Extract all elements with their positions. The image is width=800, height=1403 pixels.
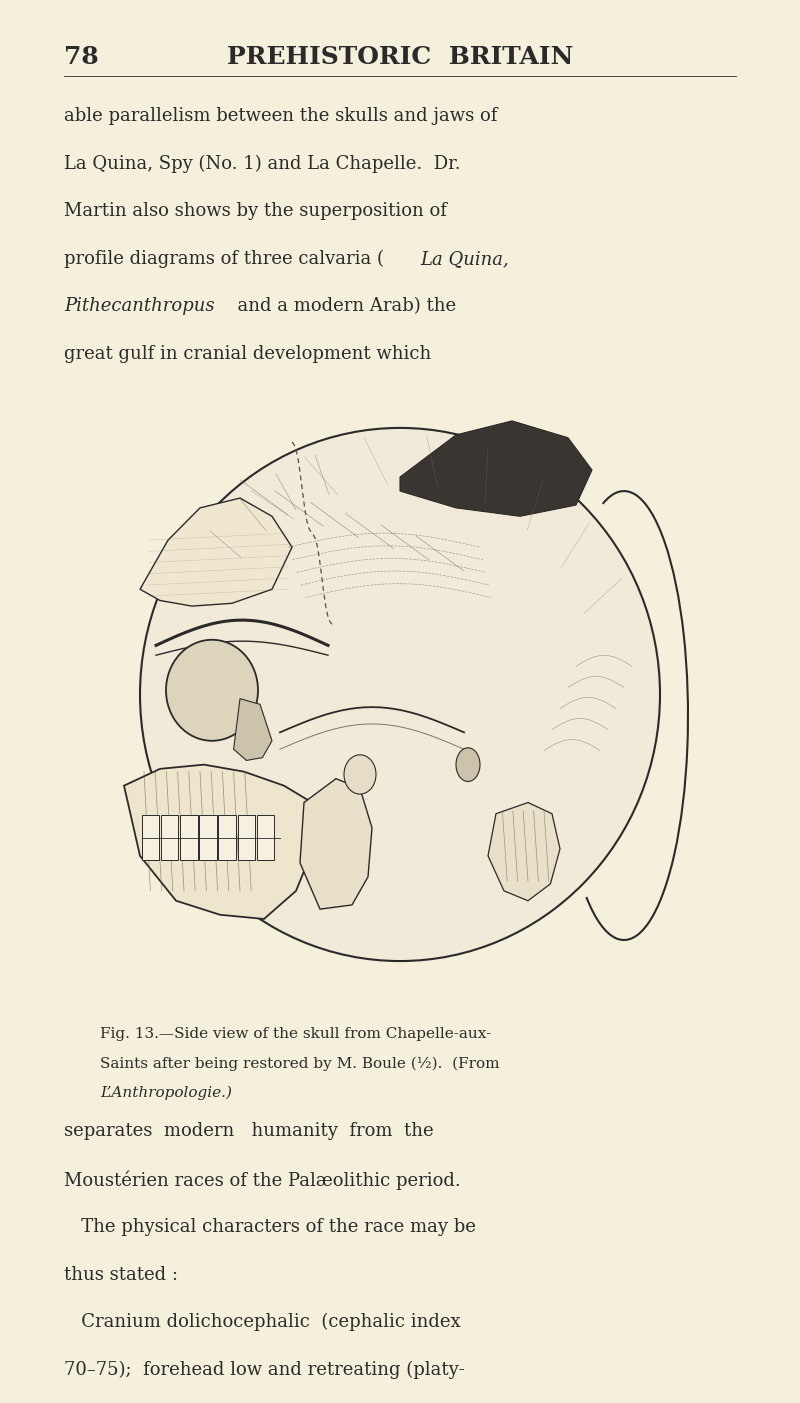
Text: Moustérien races of the Palæolithic period.: Moustérien races of the Palæolithic peri… xyxy=(64,1170,461,1190)
Text: great gulf in cranial development which: great gulf in cranial development which xyxy=(64,345,431,363)
Text: separates  modern   humanity  from  the: separates modern humanity from the xyxy=(64,1122,434,1141)
FancyBboxPatch shape xyxy=(180,815,198,860)
FancyBboxPatch shape xyxy=(161,815,178,860)
FancyBboxPatch shape xyxy=(218,815,236,860)
Ellipse shape xyxy=(166,640,258,741)
Text: thus stated :: thus stated : xyxy=(64,1266,178,1284)
Text: 70–75);  forehead low and retreating (platy-: 70–75); forehead low and retreating (pla… xyxy=(64,1361,465,1379)
Text: Cranium dolichocephalic  (cephalic index: Cranium dolichocephalic (cephalic index xyxy=(64,1313,461,1331)
Text: The physical characters of the race may be: The physical characters of the race may … xyxy=(64,1218,476,1236)
FancyBboxPatch shape xyxy=(257,815,274,860)
Polygon shape xyxy=(300,779,372,909)
Text: profile diagrams of three calvaria (: profile diagrams of three calvaria ( xyxy=(64,250,384,268)
Polygon shape xyxy=(124,765,316,919)
Text: Martin also shows by the superposition of: Martin also shows by the superposition o… xyxy=(64,202,447,220)
Polygon shape xyxy=(488,803,560,901)
Text: and a modern Arab) the: and a modern Arab) the xyxy=(226,297,456,316)
FancyBboxPatch shape xyxy=(142,815,159,860)
Text: Pithecanthropus: Pithecanthropus xyxy=(64,297,214,316)
Ellipse shape xyxy=(140,428,660,961)
Polygon shape xyxy=(140,498,292,606)
Text: La Quina,: La Quina, xyxy=(420,250,509,268)
Polygon shape xyxy=(234,699,272,760)
Ellipse shape xyxy=(456,748,480,781)
Text: La Quina, Spy (No. 1) and La Chapelle.  Dr.: La Quina, Spy (No. 1) and La Chapelle. D… xyxy=(64,154,461,173)
Text: able parallelism between the skulls and jaws of: able parallelism between the skulls and … xyxy=(64,107,498,125)
Text: Saints after being restored by M. Boule (½).  (From: Saints after being restored by M. Boule … xyxy=(100,1056,499,1070)
FancyBboxPatch shape xyxy=(238,815,255,860)
Polygon shape xyxy=(400,421,592,516)
Text: L’Anthropologie.): L’Anthropologie.) xyxy=(100,1086,232,1100)
Text: Fig. 13.—Side view of the skull from Chapelle-aux-: Fig. 13.—Side view of the skull from Cha… xyxy=(100,1027,491,1041)
Text: PREHISTORIC  BRITAIN: PREHISTORIC BRITAIN xyxy=(227,45,573,69)
Text: 78: 78 xyxy=(64,45,98,69)
Ellipse shape xyxy=(344,755,376,794)
FancyBboxPatch shape xyxy=(199,815,217,860)
